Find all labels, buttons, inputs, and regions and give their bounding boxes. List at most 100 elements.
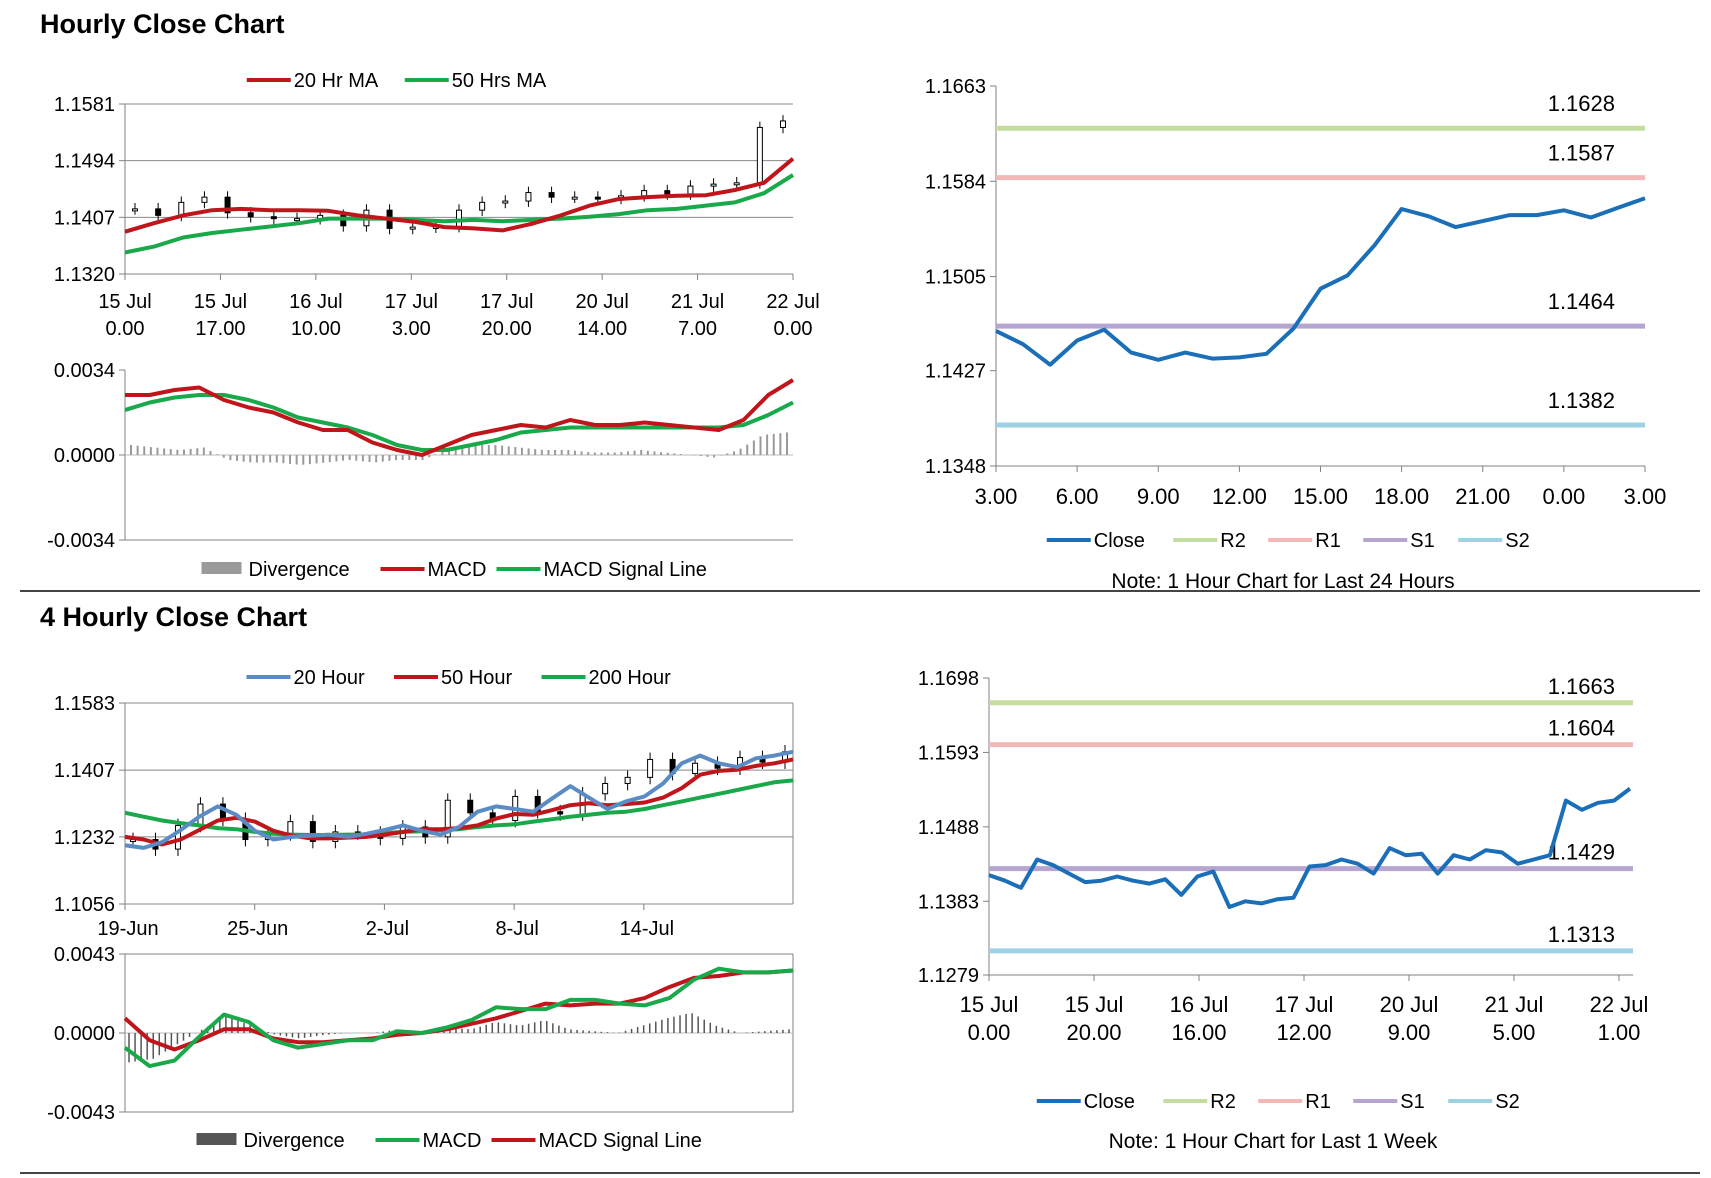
hm-series-signal (124, 393, 794, 452)
fv-legend-label: R2 (1210, 1091, 1236, 1113)
hv-x-tick-label: 0.00 (1542, 484, 1585, 509)
fp-series-50-hour (124, 757, 794, 847)
fp-candle-body (287, 821, 294, 835)
hp-candle-body (456, 209, 462, 227)
fv-level-label: 1.1604 (1548, 716, 1615, 741)
fp-y-tick-label: 1.1232 (54, 827, 115, 849)
hp-candle-body (733, 182, 740, 186)
fm-series-macd (123, 966, 794, 1069)
fp-candle-body (557, 811, 564, 815)
hv-level-label: 1.1587 (1548, 141, 1615, 166)
hp-candle-body (340, 214, 347, 227)
fm-y-tick-label: -0.0043 (47, 1102, 115, 1124)
fv-x-tick-label: 15 Jul (1065, 992, 1124, 1017)
hp-candle-body (363, 209, 370, 227)
hv-legend-label: S2 (1505, 530, 1529, 552)
fp-candle-body (130, 839, 136, 843)
hp-candle-body (502, 200, 509, 204)
fp-legend-label: 50 Hour (441, 667, 512, 689)
fv-legend-label: Close (1084, 1091, 1135, 1113)
hp-x-tick-label: 7.00 (678, 318, 717, 340)
fp-x-tick-label: 14-Jul (620, 918, 674, 940)
fp-candle-body (714, 762, 721, 769)
fv-x-tick-label: 9.00 (1388, 1020, 1431, 1045)
fp-legend-label: 200 Hour (589, 667, 672, 689)
hp-x-tick-label: 17 Jul (385, 291, 438, 313)
fp-x-tick-label: 2-Jul (366, 918, 409, 940)
hp-candle-body (664, 190, 671, 195)
hm-legend-label: MACD Signal Line (544, 559, 707, 581)
hm-series-macd (125, 378, 795, 457)
fv-x-tick-label: 15 Jul (960, 992, 1019, 1017)
fp-series-200-hour (124, 778, 794, 837)
section-title-4-hourly: 4 Hourly Close Chart (40, 602, 308, 632)
fm-legend-label: MACD Signal Line (539, 1130, 702, 1152)
hp-candle-body (571, 196, 578, 200)
hv-level-label: 1.1464 (1548, 289, 1615, 314)
hm-legend-label: MACD (428, 559, 487, 581)
hv-legend-label: S1 (1410, 530, 1434, 552)
hm-legend-label: Divergence (249, 559, 350, 581)
hp-candle-body (178, 201, 185, 216)
fv-legend-label: S2 (1495, 1091, 1519, 1113)
fp-candle-body (602, 782, 609, 795)
hp-x-tick-label: 22 Jul (766, 291, 819, 313)
hv-y-tick-label: 1.1584 (925, 171, 986, 193)
hp-x-tick-label: 14.00 (577, 318, 627, 340)
hp-y-tick-label: 1.1494 (54, 151, 115, 173)
hp-candle-body (409, 226, 416, 230)
hv-y-tick-label: 1.1427 (925, 361, 986, 383)
hp-candle-body (432, 225, 439, 229)
hv-y-tick-label: 1.1663 (925, 76, 986, 98)
fm-series-signal (123, 968, 794, 1052)
hv-series-close (995, 196, 1646, 367)
hm-y-tick-label: 0.0000 (54, 445, 115, 467)
fv-x-tick-label: 1.00 (1598, 1020, 1641, 1045)
hp-x-tick-label: 20.00 (482, 318, 532, 340)
fv-x-tick-label: 17 Jul (1275, 992, 1334, 1017)
fp-candle-body (669, 758, 676, 775)
hp-x-tick-label: 17 Jul (480, 291, 533, 313)
fv-x-tick-label: 16 Jul (1170, 992, 1229, 1017)
hp-candle-body (224, 196, 231, 214)
fp-candle-body (422, 826, 429, 838)
fv-series-close (988, 786, 1632, 909)
hp-y-tick-label: 1.1407 (54, 207, 115, 229)
fv-y-tick-label: 1.1488 (918, 817, 979, 839)
fv-y-tick-label: 1.1279 (918, 965, 979, 987)
hp-x-tick-label: 10.00 (291, 318, 341, 340)
fp-candle-body (309, 821, 316, 842)
fp-x-tick-label: 19-Jun (97, 918, 158, 940)
fp-candle-body (399, 826, 406, 839)
fp-candle-body (354, 831, 361, 835)
fp-candle-body (647, 758, 654, 778)
fp-y-tick-label: 1.1583 (54, 693, 115, 715)
hv-legend-label: R1 (1315, 530, 1341, 552)
fv-x-tick-label: 20.00 (1066, 1020, 1121, 1045)
hv-x-tick-label: 9.00 (1137, 484, 1180, 509)
fp-series-20-hour (124, 749, 794, 850)
bottom-divider (20, 1172, 1700, 1174)
fv-y-tick-label: 1.1383 (918, 891, 979, 913)
hv-legend-label: R2 (1220, 530, 1246, 552)
fv-y-tick-label: 1.1593 (918, 742, 979, 764)
hv-x-tick-label: 21.00 (1455, 484, 1510, 509)
hp-x-tick-label: 21 Jul (671, 291, 724, 313)
fp-candle-body (197, 803, 204, 826)
hp-legend-label: 20 Hr MA (294, 70, 379, 92)
fp-candle-body (377, 832, 384, 839)
fp-candle-body (624, 776, 631, 784)
fv-x-tick-label: 5.00 (1493, 1020, 1536, 1045)
fp-candle-body (534, 795, 541, 813)
fp-candle-body (512, 795, 519, 821)
fp-candle-body (174, 824, 181, 850)
fv-x-tick-label: 22 Jul (1590, 992, 1649, 1017)
fp-candle-body (467, 799, 474, 814)
hp-y-tick-label: 1.1581 (54, 94, 115, 116)
hp-x-tick-label: 0.00 (106, 318, 145, 340)
hv-x-tick-label: 6.00 (1056, 484, 1099, 509)
fm-legend-swatch (196, 1133, 237, 1145)
fv-x-tick-label: 21 Jul (1485, 992, 1544, 1017)
hp-candle-body (641, 190, 648, 197)
